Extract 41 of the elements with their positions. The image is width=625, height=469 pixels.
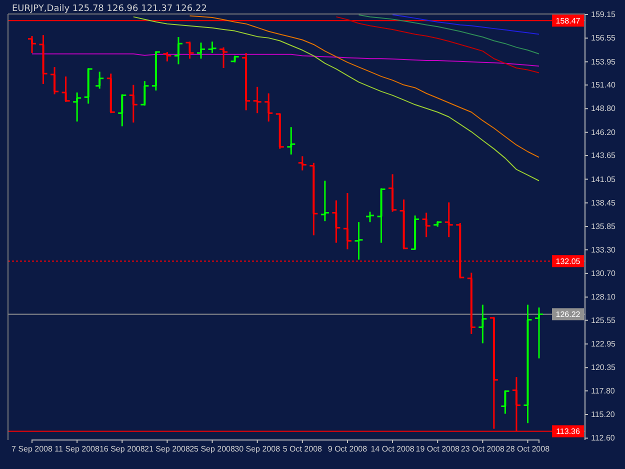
ref-line-label: 132.05 [556,256,581,266]
y-tick-label: 117.80 [591,386,616,396]
y-tick-label: 146.20 [591,128,616,137]
line-series [358,14,540,54]
y-tick-label: 133.30 [591,245,616,254]
x-tick-label: 14 Oct 2008 [370,444,415,454]
x-tick-label: 19 Oct 2008 [416,444,460,454]
x-tick-label: 23 Oct 2008 [460,444,506,454]
line-series [132,16,540,182]
ref-line-label: 113.36 [556,427,580,436]
y-tick-label: 125.55 [591,316,616,325]
y-tick-label: 120.35 [591,363,616,372]
y-tick-label: 112.60 [591,434,616,443]
y-tick-label: 148.80 [591,104,616,114]
x-tick-label: 7 Sep 2008 [12,444,54,454]
y-tick-label: 151.40 [591,80,616,90]
x-tick-label: 16 Sep 2008 [99,444,146,454]
x-tick-label: 5 Oct 2008 [282,444,323,454]
line-series [392,14,540,35]
line-series [189,15,540,158]
x-tick-label: 25 Sep 2008 [190,444,236,454]
y-tick-label: 130.70 [591,268,616,278]
y-tick-label: 143.65 [591,151,616,160]
y-tick-label: 128.10 [591,292,616,302]
x-tick-label: 30 Sep 2008 [234,444,281,454]
line-series [336,16,540,74]
ref-line-label: 126.22 [556,310,581,320]
x-tick-label: 28 Oct 2008 [506,444,550,454]
y-tick-label: 156.55 [591,34,616,43]
x-tick-label: 9 Oct 2008 [328,444,368,454]
ref-line-label: 158.47 [556,16,581,26]
y-tick-label: 159.15 [591,10,616,20]
x-tick-label: 11 Sep 2008 [54,444,100,454]
chart-title: EURJPY,Daily 125.78 126.96 121.37 126.22 [12,4,207,14]
y-tick-label: 115.20 [591,410,616,420]
y-tick-label: 153.95 [591,57,616,66]
y-tick-label: 141.05 [591,174,616,184]
y-tick-label: 122.95 [591,340,616,349]
y-tick-label: 135.85 [591,222,616,232]
y-tick-label: 138.45 [591,198,616,208]
x-tick-label: 21 Sep 2008 [144,444,190,454]
